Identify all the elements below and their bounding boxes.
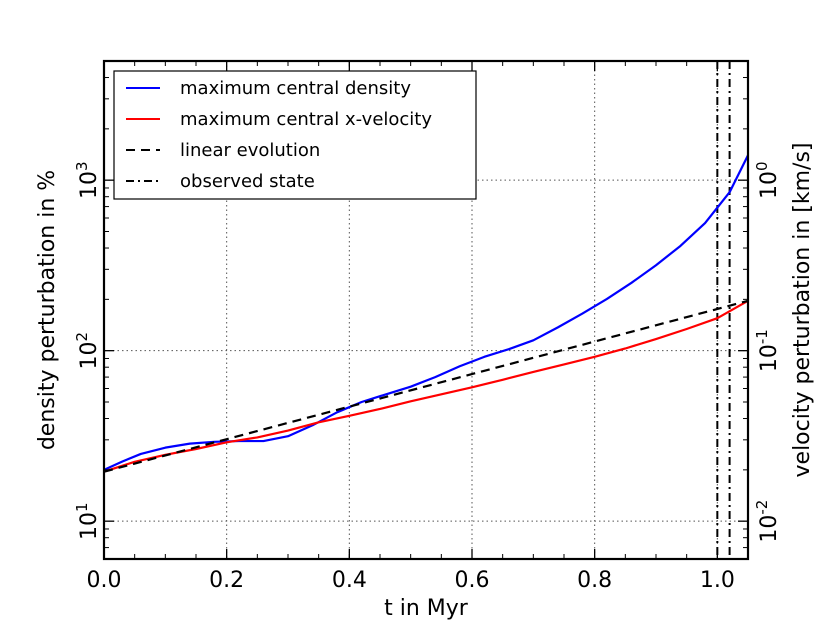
data-layer — [103, 61, 749, 559]
linear-evolution-curve — [103, 299, 749, 473]
x-tick-label: 0.2 — [209, 568, 244, 593]
y-tick-label: 101 — [73, 502, 102, 540]
legend-label-observed: observed state — [180, 171, 315, 192]
tick-layer: 0.0 0.2 0.4 0.6 0.8 1.0 101 102 103 10-2 10-1 100 — [73, 60, 782, 593]
x-tick-label: 0.0 — [87, 568, 122, 593]
y2-tick-label: 10-2 — [753, 500, 782, 543]
y2-tick-label: 100 — [753, 161, 782, 199]
legend: maximum central density maximum central … — [113, 70, 477, 200]
legend-label-density: maximum central density — [180, 78, 411, 99]
y-axis-label: density perturbation in % — [35, 170, 60, 450]
legend-box — [113, 70, 477, 200]
x-tick-label: 0.4 — [332, 568, 367, 593]
y2-tick-label: 10-1 — [753, 329, 782, 372]
maximum-central-density-curve — [103, 154, 749, 471]
y-tick-label: 102 — [73, 332, 102, 370]
x-axis-label: t in Myr — [384, 596, 469, 621]
y2-axis-label: velocity perturbation in [km/s] — [790, 143, 815, 478]
maximum-central-x-velocity-curve — [103, 299, 749, 473]
x-tick-label: 1.0 — [700, 568, 735, 593]
y-tick-label: 103 — [73, 161, 102, 199]
legend-label-linear: linear evolution — [180, 140, 320, 161]
x-tick-label: 0.6 — [455, 568, 490, 593]
x-tick-label: 0.8 — [577, 568, 612, 593]
plot-frame — [102, 59, 750, 561]
legend-label-velocity: maximum central x-velocity — [180, 109, 432, 130]
